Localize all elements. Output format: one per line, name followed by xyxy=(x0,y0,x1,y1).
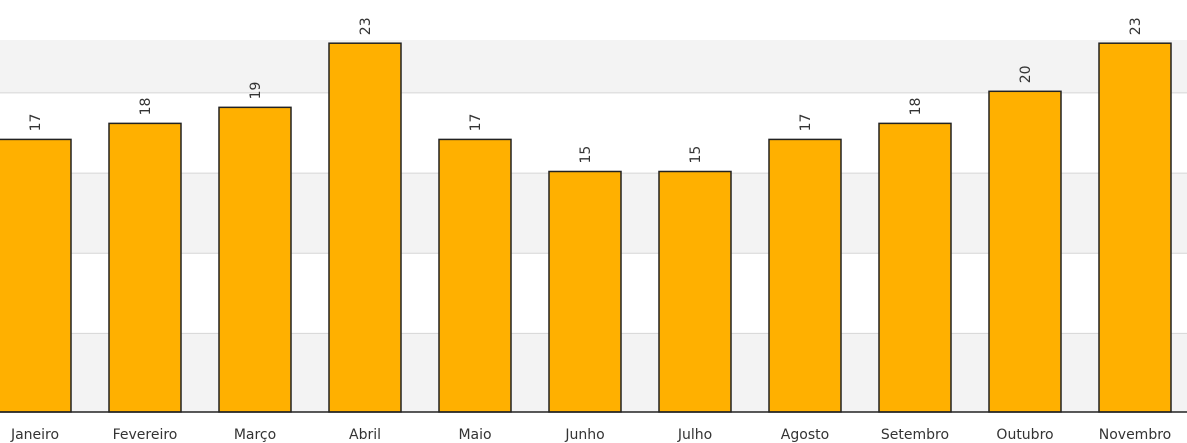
value-label-abril: 23 xyxy=(358,17,374,35)
value-label-outubro: 20 xyxy=(1018,65,1034,83)
bar-março xyxy=(218,106,292,413)
value-labels: 17 18 19 23 17 15 15 17 18 20 23 xyxy=(28,17,1144,163)
value-label-novembro: 23 xyxy=(1128,17,1144,35)
category-label-março: Março xyxy=(234,427,276,443)
category-label-outubro: Outubro xyxy=(996,427,1053,443)
bar-maio xyxy=(438,138,512,413)
category-label-junho: Junho xyxy=(564,427,604,443)
category-label-agosto: Agosto xyxy=(781,427,829,443)
value-label-junho: 15 xyxy=(578,146,594,164)
category-labels: Janeiro Fevereiro Março Abril Maio Junho Julho… xyxy=(10,427,1171,443)
bar-agosto xyxy=(768,138,842,413)
bar-fevereiro xyxy=(108,122,182,413)
value-label-setembro: 18 xyxy=(908,98,924,116)
bar-outubro xyxy=(988,90,1062,413)
category-label-julho: Julho xyxy=(677,427,712,443)
background-band-2 xyxy=(0,40,1187,93)
category-label-setembro: Setembro xyxy=(881,427,949,443)
value-label-agosto: 17 xyxy=(798,114,814,132)
bar-julho xyxy=(658,170,732,413)
bar-janeiro xyxy=(0,138,72,413)
bars xyxy=(0,42,1172,413)
category-label-novembro: Novembro xyxy=(1099,427,1171,443)
value-label-maio: 17 xyxy=(468,114,484,132)
bar-setembro xyxy=(878,122,952,413)
value-label-fevereiro: 18 xyxy=(138,98,154,116)
category-label-fevereiro: Fevereiro xyxy=(113,427,178,443)
category-label-janeiro: Janeiro xyxy=(10,427,59,443)
bar-novembro xyxy=(1098,42,1172,413)
value-label-julho: 15 xyxy=(688,146,704,164)
value-label-março: 19 xyxy=(248,82,264,100)
bar-junho xyxy=(548,170,622,413)
category-label-maio: Maio xyxy=(458,427,491,443)
category-label-abril: Abril xyxy=(349,427,381,443)
value-label-janeiro: 17 xyxy=(28,114,44,132)
bar-abril xyxy=(328,42,402,413)
